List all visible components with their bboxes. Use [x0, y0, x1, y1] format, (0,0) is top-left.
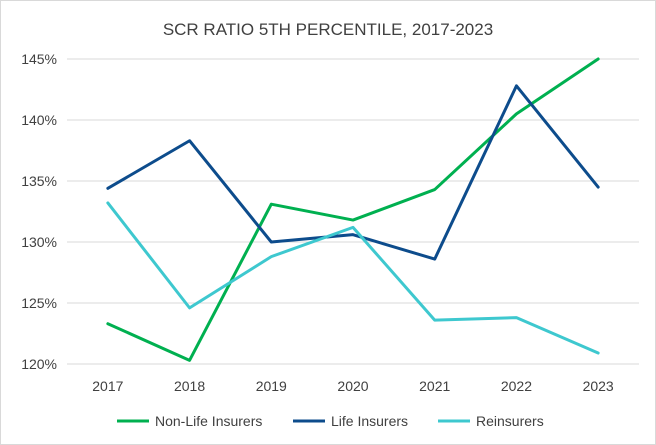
series-line-2 — [106, 201, 600, 355]
series-line-1 — [106, 84, 600, 261]
series-line-0 — [106, 57, 600, 362]
x-axis-labels: 2017 2018 2019 2020 2021 2022 2023 — [92, 378, 614, 394]
legend-label: Reinsurers — [476, 413, 544, 429]
gridlines — [67, 58, 639, 365]
y-tick-label: 140% — [21, 112, 57, 128]
y-tick-label: 135% — [21, 173, 57, 189]
x-tick-label: 2019 — [256, 378, 287, 394]
y-tick-label: 120% — [21, 356, 57, 372]
legend: Non-Life Insurers Life Insurers Reinsurers — [117, 413, 544, 429]
x-tick-label: 2018 — [174, 378, 205, 394]
series-lines — [106, 57, 600, 362]
y-axis-labels: 120% 125% 130% 135% 140% 145% — [21, 51, 57, 372]
chart-title: SCR RATIO 5TH PERCENTILE, 2017-2023 — [163, 20, 493, 39]
x-tick-label: 2017 — [92, 378, 123, 394]
x-tick-label: 2020 — [337, 378, 368, 394]
x-tick-label: 2023 — [583, 378, 614, 394]
legend-label: Life Insurers — [331, 413, 408, 429]
y-tick-label: 125% — [21, 295, 57, 311]
y-tick-label: 130% — [21, 234, 57, 250]
y-tick-label: 145% — [21, 51, 57, 67]
legend-label: Non-Life Insurers — [155, 413, 262, 429]
x-tick-label: 2021 — [419, 378, 450, 394]
x-tick-label: 2022 — [501, 378, 532, 394]
